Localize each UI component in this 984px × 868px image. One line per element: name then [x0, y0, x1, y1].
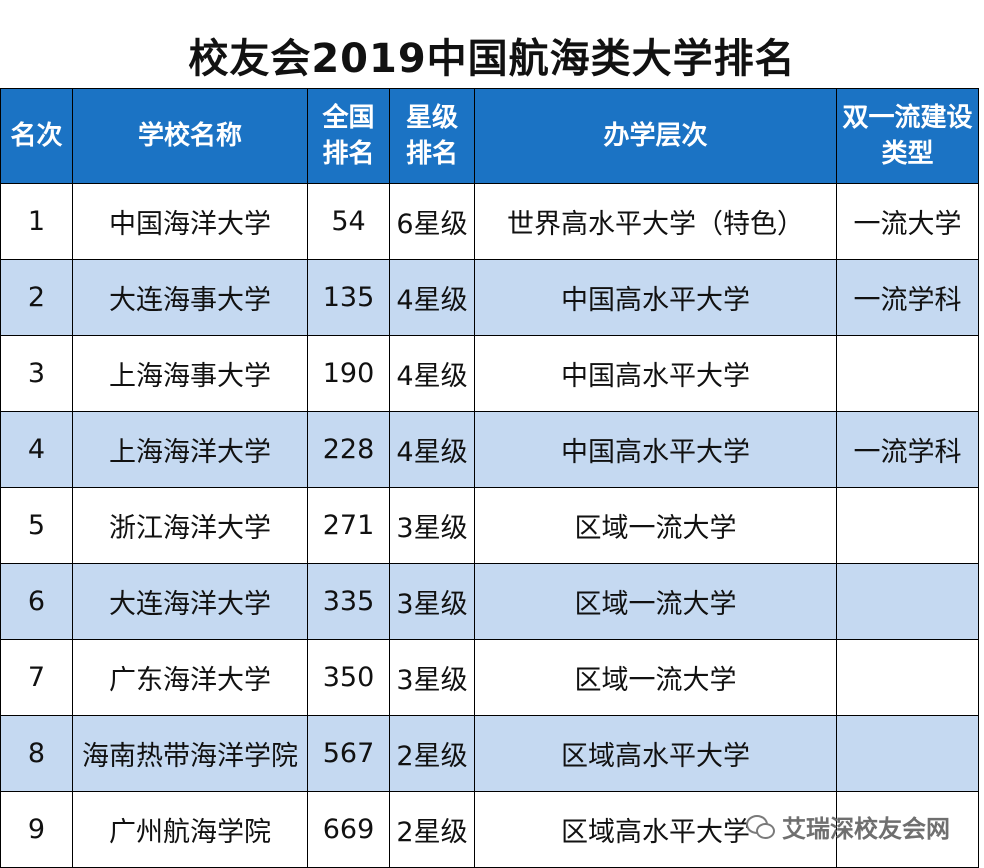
cell-rank: 1 [0, 183, 73, 260]
header-national-rank-line-2: 排名 [322, 139, 375, 169]
cell-national-rank: 350 [307, 639, 390, 716]
header-education-level: 办学层次 [474, 88, 837, 184]
cell-education-level: 区域一流大学 [474, 487, 837, 564]
table-row: 8 海南热带海洋学院 567 2星级 区域高水平大学 [0, 715, 979, 792]
cell-national-rank: 54 [307, 183, 390, 260]
cell-school: 上海海事大学 [72, 335, 308, 412]
cell-star-level: 3星级 [389, 487, 475, 564]
header-star-level: 星级 排名 [389, 88, 475, 184]
cell-education-level: 世界高水平大学（特色） [474, 183, 837, 260]
header-rank-line-1: 名次 [10, 121, 63, 151]
cell-education-level: 中国高水平大学 [474, 411, 837, 488]
cell-education-level: 中国高水平大学 [474, 259, 837, 336]
cell-star-level: 4星级 [389, 411, 475, 488]
cell-double-first-class [836, 715, 979, 792]
cell-rank: 2 [0, 259, 73, 336]
cell-rank: 6 [0, 563, 73, 640]
table-row: 2 大连海事大学 135 4星级 中国高水平大学 一流学科 [0, 259, 979, 336]
ranking-table: 名次 学校名称 全国 排名 星级 排名 办学层次 双一流建设 类型 1 中国海洋大学 … [0, 88, 979, 868]
header-school-name: 学校名称 [72, 88, 308, 184]
header-double-first-class-line-1: 双一流建设 [842, 103, 973, 133]
cell-double-first-class [836, 335, 979, 412]
cell-education-level: 区域高水平大学 [474, 715, 837, 792]
cell-double-first-class: 一流学科 [836, 259, 979, 336]
cell-star-level: 2星级 [389, 715, 475, 792]
cell-national-rank: 271 [307, 487, 390, 564]
header-national-rank: 全国 排名 [307, 88, 390, 184]
header-star-level-line-1: 星级 [405, 103, 458, 133]
header-education-level-line-1: 办学层次 [603, 121, 708, 151]
watermark-text: 艾瑞深校友会网 [782, 815, 950, 843]
cell-school: 大连海事大学 [72, 259, 308, 336]
table-header-row: 名次 学校名称 全国 排名 星级 排名 办学层次 双一流建设 类型 [0, 88, 979, 184]
cell-education-level: 区域一流大学 [474, 639, 837, 716]
cell-rank: 9 [0, 791, 73, 868]
cell-rank: 7 [0, 639, 73, 716]
cell-double-first-class: 一流大学 [836, 183, 979, 260]
cell-star-level: 3星级 [389, 639, 475, 716]
header-national-rank-line-1: 全国 [322, 103, 375, 133]
cell-education-level: 中国高水平大学 [474, 335, 837, 412]
header-double-first-class-line-2: 类型 [881, 139, 934, 169]
cell-rank: 3 [0, 335, 73, 412]
table-row: 7 广东海洋大学 350 3星级 区域一流大学 [0, 639, 979, 716]
cell-school: 浙江海洋大学 [72, 487, 308, 564]
header-rank: 名次 [0, 88, 73, 184]
cell-school: 大连海洋大学 [72, 563, 308, 640]
table-row: 4 上海海洋大学 228 4星级 中国高水平大学 一流学科 [0, 411, 979, 488]
cell-school: 上海海洋大学 [72, 411, 308, 488]
cell-school: 广州航海学院 [72, 791, 308, 868]
header-star-level-line-2: 排名 [405, 139, 458, 169]
cell-double-first-class [836, 487, 979, 564]
cell-education-level: 区域高水平大学 [474, 791, 837, 868]
cell-rank: 5 [0, 487, 73, 564]
header-school-name-line-1: 学校名称 [137, 121, 242, 151]
cell-double-first-class [836, 563, 979, 640]
cell-double-first-class [836, 791, 979, 868]
page-title: 校友会2019中国航海类大学排名 [188, 36, 796, 82]
table-row: 5 浙江海洋大学 271 3星级 区域一流大学 [0, 487, 979, 564]
cell-national-rank: 135 [307, 259, 390, 336]
header-double-first-class: 双一流建设 类型 [836, 88, 979, 184]
cell-rank: 8 [0, 715, 73, 792]
table-row: 9 广州航海学院 669 2星级 区域高水平大学 [0, 791, 979, 868]
cell-rank: 4 [0, 411, 73, 488]
cell-national-rank: 567 [307, 715, 390, 792]
cell-star-level: 4星级 [389, 335, 475, 412]
cell-double-first-class [836, 639, 979, 716]
cell-school: 中国海洋大学 [72, 183, 308, 260]
table-row: 3 上海海事大学 190 4星级 中国高水平大学 [0, 335, 979, 412]
cell-national-rank: 335 [307, 563, 390, 640]
watermark: 艾瑞深校友会网 [746, 809, 950, 844]
cell-national-rank: 228 [307, 411, 390, 488]
cell-school: 广东海洋大学 [72, 639, 308, 716]
cell-national-rank: 190 [307, 335, 390, 412]
cell-star-level: 6星级 [389, 183, 475, 260]
cell-star-level: 4星级 [389, 259, 475, 336]
cell-school: 海南热带海洋学院 [72, 715, 308, 792]
cell-double-first-class: 一流学科 [836, 411, 979, 488]
wechat-icon [746, 814, 775, 839]
cell-star-level: 3星级 [389, 563, 475, 640]
table-row: 6 大连海洋大学 335 3星级 区域一流大学 [0, 563, 979, 640]
cell-national-rank: 669 [307, 791, 390, 868]
cell-education-level: 区域一流大学 [474, 563, 837, 640]
cell-star-level: 2星级 [389, 791, 475, 868]
table-row: 1 中国海洋大学 54 6星级 世界高水平大学（特色） 一流大学 [0, 183, 979, 260]
